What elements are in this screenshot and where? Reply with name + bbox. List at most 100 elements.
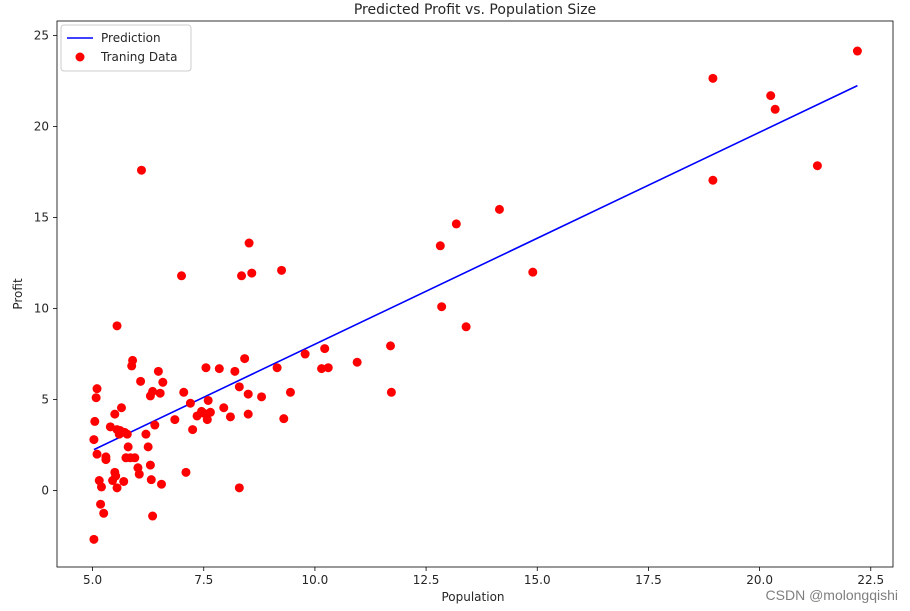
prediction-line (93, 84, 858, 451)
data-point (770, 104, 780, 114)
data-point (234, 483, 244, 493)
data-point (112, 321, 122, 331)
data-point (177, 271, 187, 281)
data-point (272, 363, 282, 373)
data-point (323, 363, 333, 373)
data-point (122, 429, 132, 439)
data-point (112, 483, 122, 493)
data-point (243, 409, 253, 419)
data-point (435, 241, 445, 251)
data-point (766, 91, 776, 101)
data-point (386, 387, 396, 397)
data-point (528, 267, 538, 277)
data-point (451, 219, 461, 229)
legend: Prediction Traning Data (60, 24, 192, 72)
data-point (188, 425, 198, 435)
training-points-layer (89, 46, 862, 544)
data-point (279, 414, 289, 424)
data-point (708, 73, 718, 83)
data-point (134, 469, 144, 479)
data-point (136, 376, 146, 386)
data-point (352, 357, 362, 367)
data-point (285, 387, 295, 397)
prediction-line-layer (93, 84, 858, 451)
x-axis-label: Population (441, 590, 504, 604)
data-point (150, 420, 160, 430)
data-point (201, 363, 211, 373)
data-point (158, 377, 168, 387)
y-tick-label: 5 (41, 393, 49, 407)
x-tick-label: 17.5 (635, 573, 662, 587)
data-point (99, 508, 109, 518)
data-point (101, 455, 111, 465)
data-point (112, 425, 122, 435)
data-point (170, 415, 180, 425)
data-point (277, 265, 287, 275)
data-point (244, 238, 254, 248)
data-point (230, 366, 240, 376)
data-point (96, 482, 106, 492)
legend-training-label: Traning Data (100, 50, 177, 64)
y-axis-label: Profit (11, 278, 25, 310)
data-point (320, 344, 330, 354)
y-tick-label: 25 (34, 29, 49, 43)
data-point (110, 409, 120, 419)
data-point (202, 415, 212, 425)
data-point (461, 322, 471, 332)
data-point (91, 393, 101, 403)
data-point (155, 388, 165, 398)
data-point (146, 475, 156, 485)
data-point (143, 442, 153, 452)
y-tick-label: 20 (34, 120, 49, 134)
data-point (708, 175, 718, 185)
data-point (119, 476, 129, 486)
data-point (148, 386, 158, 396)
data-point (130, 453, 140, 463)
data-point (234, 382, 244, 392)
x-tick-label: 22.5 (857, 573, 884, 587)
x-tick-label: 12.5 (413, 573, 440, 587)
legend-box (60, 24, 192, 72)
data-point (89, 534, 99, 544)
data-point (185, 398, 195, 408)
data-point (89, 435, 99, 445)
data-point (181, 467, 191, 477)
x-tick-label: 15.0 (524, 573, 551, 587)
y-axis-ticks: 0 5 10 15 20 25 (34, 29, 57, 498)
data-point (386, 341, 396, 351)
data-point (203, 395, 213, 405)
data-point (90, 416, 100, 426)
x-tick-label: 5.0 (83, 573, 102, 587)
data-point (92, 449, 102, 459)
x-tick-label: 20.0 (746, 573, 773, 587)
data-point (494, 204, 504, 214)
data-point (257, 392, 267, 402)
plot-area (56, 20, 894, 568)
data-point (179, 387, 189, 397)
legend-training-swatch (75, 52, 85, 62)
data-point (157, 479, 166, 489)
data-point (111, 471, 121, 481)
x-axis-ticks: 5.0 7.5 10.0 12.5 15.0 17.5 20.0 22.5 (83, 567, 884, 587)
data-point (237, 271, 247, 281)
data-point (219, 403, 229, 413)
data-point (116, 403, 126, 413)
data-point (153, 366, 163, 376)
data-point (145, 460, 155, 470)
data-point (852, 46, 862, 56)
data-point (92, 384, 102, 394)
data-point (812, 161, 822, 171)
data-point (96, 499, 106, 509)
data-point (141, 429, 151, 439)
data-point (247, 268, 257, 278)
data-point (225, 412, 235, 422)
x-tick-label: 7.5 (194, 573, 213, 587)
data-point (123, 442, 133, 452)
x-tick-label: 10.0 (302, 573, 329, 587)
data-point (214, 364, 224, 374)
y-tick-label: 15 (34, 211, 49, 225)
data-point (243, 389, 253, 399)
data-point (240, 354, 250, 364)
watermark: CSDN @molongqishi (765, 587, 898, 603)
y-tick-label: 0 (41, 484, 49, 498)
